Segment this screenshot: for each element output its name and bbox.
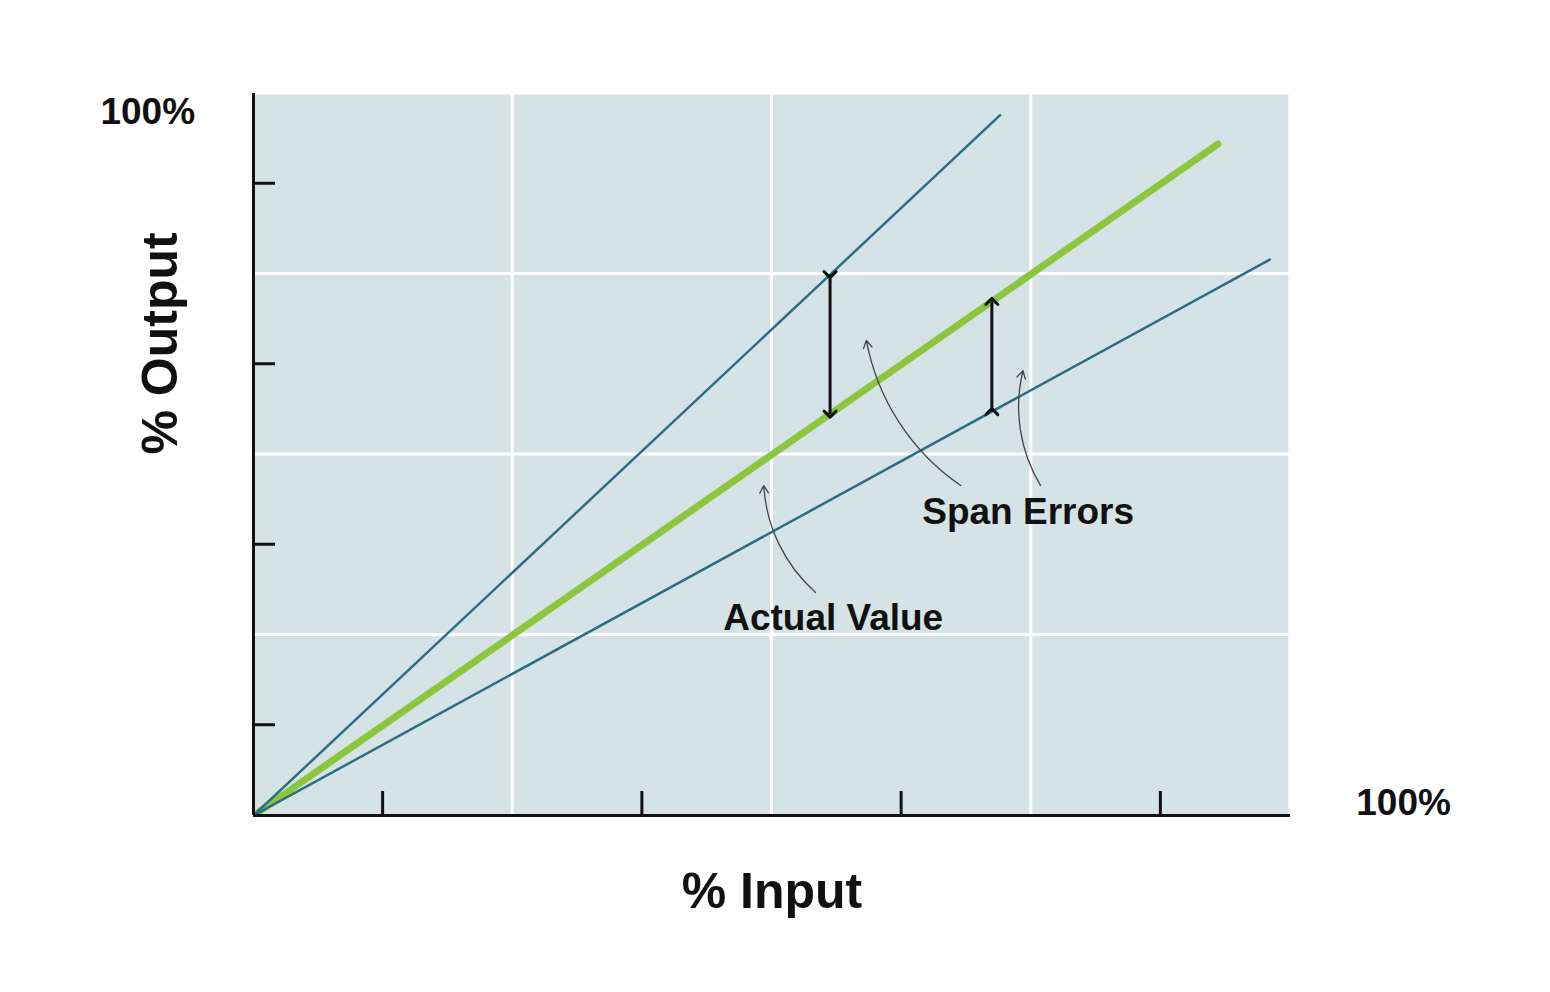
svg-text:100%: 100%: [100, 91, 195, 132]
svg-text:Actual Value: Actual Value: [723, 597, 943, 638]
svg-text:% Output: % Output: [132, 232, 188, 455]
svg-text:Span Errors: Span Errors: [922, 491, 1134, 532]
svg-text:% Input: % Input: [682, 863, 863, 919]
svg-text:100%: 100%: [1356, 782, 1451, 823]
